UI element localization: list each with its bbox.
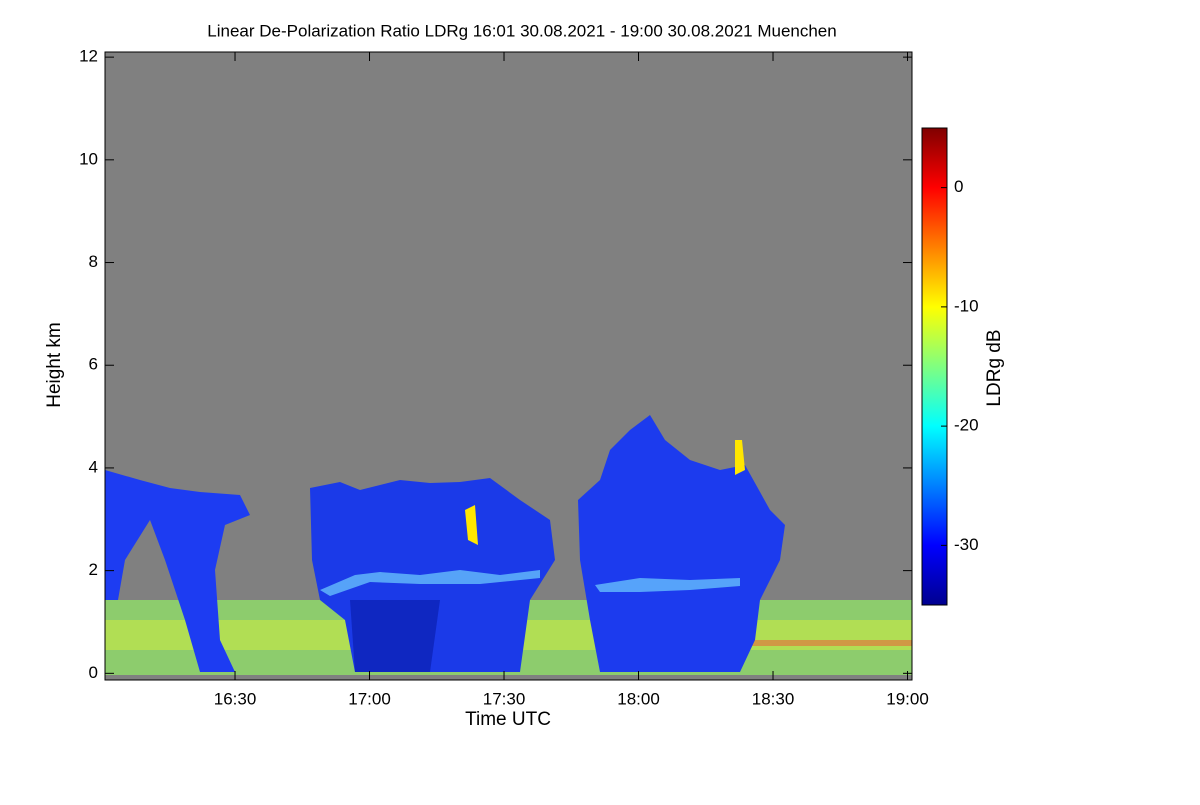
echo-region xyxy=(105,470,250,672)
echo-region xyxy=(350,600,440,672)
y-tick-label: 10 xyxy=(79,149,98,168)
y-tick-label: 6 xyxy=(89,355,98,374)
colorbar-tick-label: -30 xyxy=(954,535,979,554)
x-tick-label: 19:00 xyxy=(886,689,929,708)
echo-region xyxy=(735,440,745,475)
colorbar-tick-label: -10 xyxy=(954,296,979,315)
y-axis-label: Height km xyxy=(44,322,65,408)
y-tick-label: 4 xyxy=(89,457,98,476)
echo-region xyxy=(595,578,740,592)
colorbar-tick-label: -20 xyxy=(954,416,979,435)
echo-field xyxy=(105,415,912,675)
x-tick-label: 18:00 xyxy=(617,689,660,708)
y-tick-label: 12 xyxy=(79,47,98,66)
y-tick-label: 2 xyxy=(89,560,98,579)
colorbar-label: LDRg dB xyxy=(984,329,1005,406)
chart-title: Linear De-Polarization Ratio LDRg 16:01 … xyxy=(207,21,836,40)
echo-region xyxy=(320,570,540,596)
x-tick-label: 17:00 xyxy=(348,689,391,708)
echo-region xyxy=(578,415,785,672)
x-tick-label: 18:30 xyxy=(752,689,795,708)
echo-region xyxy=(465,505,478,545)
x-tick-label: 17:30 xyxy=(483,689,526,708)
y-tick-label: 8 xyxy=(89,252,98,271)
x-axis-label: Time UTC xyxy=(465,709,551,730)
colorbar xyxy=(921,127,948,606)
plot-frame xyxy=(104,51,913,681)
echo-region xyxy=(740,640,912,646)
y-tick-label: 0 xyxy=(89,663,98,682)
x-tick-label: 16:30 xyxy=(214,689,257,708)
colorbar-tick-label: 0 xyxy=(954,177,963,196)
